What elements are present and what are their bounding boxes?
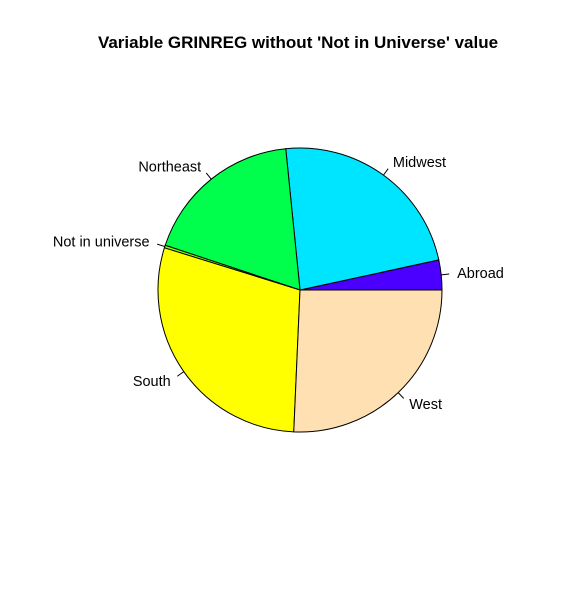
label-ticks — [157, 168, 450, 399]
pie-slice-south — [157, 247, 301, 433]
label-tick-abroad — [441, 273, 450, 276]
pie-slice-northeast — [164, 148, 301, 291]
slice-label-abroad: Abroad — [457, 266, 504, 282]
label-tick-west — [397, 392, 405, 399]
slice-label-not-in-universe: Not in universe — [53, 235, 150, 251]
slice-label-south: South — [133, 374, 171, 390]
label-tick-northeast — [205, 172, 212, 180]
chart-title: Variable GRINREG without 'Not in Univers… — [98, 33, 498, 52]
slice-label-west: West — [409, 397, 442, 413]
slice-label-northeast: Northeast — [138, 160, 201, 176]
pie-slices — [157, 147, 443, 433]
slice-labels: Abroad Midwest Northeast Not in universe Sou… — [53, 155, 504, 413]
pie-slice-midwest — [285, 147, 440, 291]
slice-label-midwest: Midwest — [393, 155, 446, 171]
label-tick-midwest — [383, 168, 389, 176]
label-tick-south — [176, 371, 185, 377]
label-tick-not-in-universe — [157, 243, 165, 248]
